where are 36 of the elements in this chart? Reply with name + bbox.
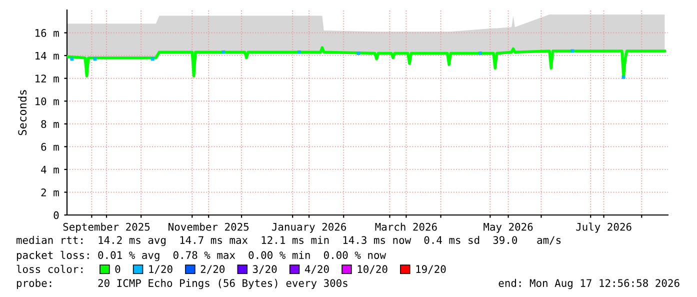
text: probe: 20 ICMP Echo Pings (56 Bytes) every 300s bbox=[16, 278, 348, 290]
y-tick-label: 8 m bbox=[41, 120, 59, 128]
text: packet loss: 0.01 % avg 0.78 % max 0.00 % min 0.00 % now bbox=[16, 250, 386, 262]
point bbox=[478, 52, 482, 55]
legend-label: 1/20 bbox=[149, 265, 172, 274]
legend-label: 10/20 bbox=[358, 265, 388, 274]
y-tick-label: 6 m bbox=[41, 142, 59, 151]
x-tick-label: March 2026 bbox=[375, 222, 437, 231]
legend-title: loss color: bbox=[16, 264, 82, 274]
y-tick-label: 12 m bbox=[36, 74, 59, 82]
y-tick-label: 10 m bbox=[36, 97, 59, 106]
text: median rtt: 14.2 ms avg 14.7 ms max 12.1 ms min 14.3 ms now 0.4 ms sd 39.0 am/s bbox=[16, 236, 561, 246]
y-tick-label: 0 bbox=[54, 211, 59, 220]
x-tick-label: May 2026 bbox=[484, 222, 533, 233]
legend-label: 2/20 bbox=[200, 265, 225, 274]
point bbox=[222, 50, 226, 54]
y-tick-label: 14 m bbox=[36, 52, 59, 60]
point bbox=[150, 57, 154, 61]
x-tick-label: January 2026 bbox=[272, 222, 346, 233]
x-tick-label: November 2025 bbox=[168, 222, 249, 231]
legend-label: 0 bbox=[115, 265, 120, 274]
y-tick-label: 2 m bbox=[41, 188, 59, 196]
point bbox=[356, 52, 360, 55]
x-tick-label: September 2025 bbox=[63, 222, 150, 233]
legend-label: 19/20 bbox=[416, 265, 446, 274]
legend-label: 3/20 bbox=[252, 265, 277, 274]
y-axis-title: Seconds bbox=[18, 90, 27, 136]
legend-label: 4/20 bbox=[304, 265, 329, 274]
x-tick-label: July 2026 bbox=[576, 222, 632, 233]
point bbox=[297, 50, 301, 54]
text: end: Mon Aug 17 12:56:58 2026 bbox=[498, 278, 680, 290]
y-tick-label: 4 m bbox=[41, 166, 59, 174]
point bbox=[70, 57, 74, 61]
y-tick-label: 16 m bbox=[36, 29, 59, 37]
point bbox=[622, 75, 626, 79]
line-series bbox=[67, 46, 666, 79]
